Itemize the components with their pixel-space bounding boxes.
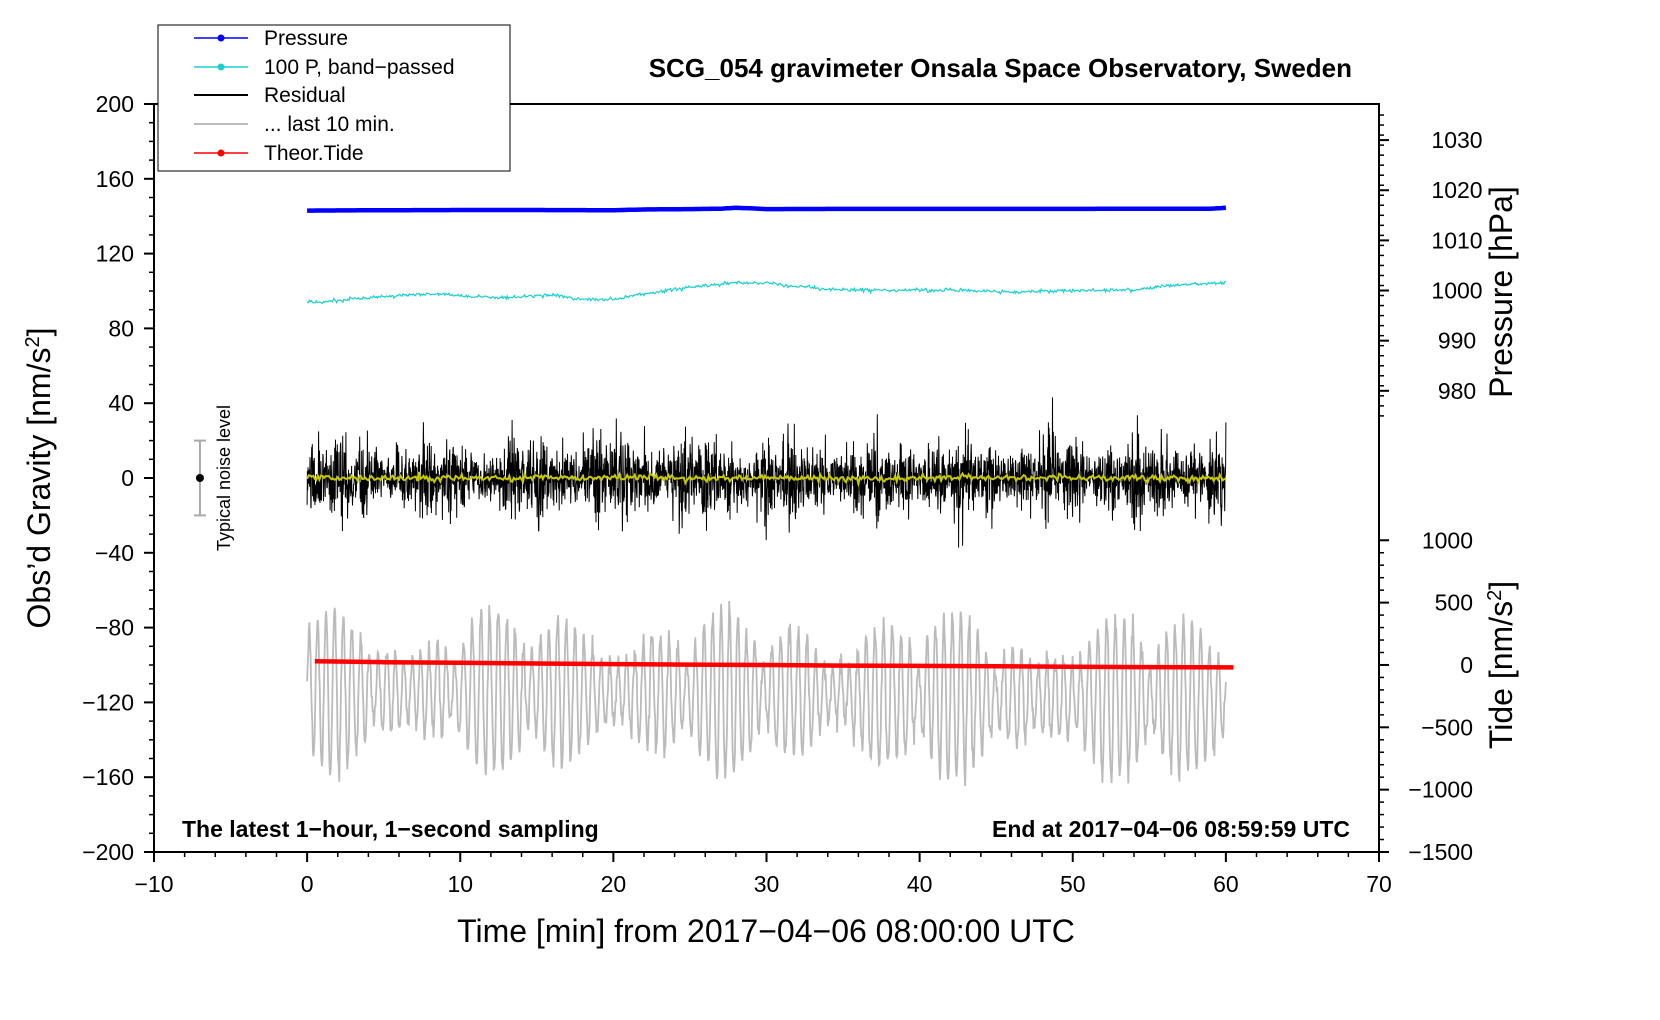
legend-label-residual: Residual <box>264 84 346 107</box>
pressure-tick-label: 980 <box>1438 378 1476 404</box>
tide-axis-title: Tide [nm/s2] <box>1483 581 1519 749</box>
noise-level-bar <box>193 439 206 517</box>
legend-box <box>157 24 511 172</box>
last-10-min-series <box>306 600 1227 787</box>
pressure-tick-label: 1030 <box>1431 127 1482 153</box>
y-tick-label: 40 <box>108 390 134 416</box>
legend-label-last-10-min: ... last 10 min. <box>264 113 395 136</box>
residual-smoothed-line <box>306 470 1227 488</box>
tide-tick-label: 500 <box>1435 590 1473 616</box>
y-tick-label: 160 <box>96 166 134 192</box>
legend-label-band-passed: 100 P, band−passed <box>264 56 455 79</box>
legend: Pressure 100 P, band−passed Residual ...… <box>157 24 511 172</box>
residual-line <box>306 397 1227 548</box>
x-axis-ticks: −10 0 10 20 30 40 50 60 70 <box>134 852 1392 897</box>
pressure-tick-label: 1010 <box>1431 227 1482 253</box>
pressure-tick-label: 990 <box>1438 328 1476 354</box>
x-tick-label: 50 <box>1060 871 1086 897</box>
x-tick-label: 20 <box>601 871 627 897</box>
x-axis-title: Time [min] from 2017−04−06 08:00:00 UTC <box>457 913 1075 949</box>
band-passed-pressure-series <box>306 280 1226 305</box>
legend-entry-tide: Theor.Tide <box>194 142 364 165</box>
theoretical-tide-series <box>314 659 1234 670</box>
x-tick-label: 70 <box>1366 871 1392 897</box>
y-axis-title-left: Obs’d Gravity [nm/s2] <box>21 328 57 629</box>
tide-tick-label: −1000 <box>1408 777 1473 803</box>
y-tick-label: −40 <box>95 540 134 566</box>
y-tick-label: 120 <box>96 241 134 267</box>
x-tick-label: 30 <box>754 871 780 897</box>
tide-line <box>314 659 1234 670</box>
sampling-note: The latest 1−hour, 1−second sampling <box>182 816 599 842</box>
pressure-axis-title: Pressure [hPa] <box>1483 186 1519 398</box>
y-tick-label: 80 <box>108 315 134 341</box>
y-tick-label: −200 <box>82 839 134 865</box>
x-tick-label: −10 <box>134 871 173 897</box>
tide-tick-label: −1500 <box>1408 839 1473 865</box>
legend-marker-pressure <box>217 34 225 42</box>
x-tick-label: 40 <box>907 871 933 897</box>
y-tick-label: −80 <box>95 615 134 641</box>
y-tick-label: −160 <box>82 764 134 790</box>
y-tick-label: 200 <box>96 91 134 117</box>
x-tick-label: 0 <box>301 871 314 897</box>
legend-marker-tide <box>217 149 225 157</box>
noise-bar-dot <box>195 474 204 482</box>
tide-tick-label: 0 <box>1460 652 1473 678</box>
noise-level-label: Typical noise level <box>214 405 234 551</box>
residual-series <box>306 397 1227 548</box>
legend-label-pressure: Pressure <box>264 27 348 50</box>
tide-tick-label: 1000 <box>1422 527 1473 553</box>
x-tick-label: 60 <box>1213 871 1239 897</box>
pressure-line <box>307 205 1226 213</box>
y-tick-label: −120 <box>82 689 134 715</box>
pressure-tick-label: 1020 <box>1431 177 1482 203</box>
residual-smoothed-series <box>306 470 1227 488</box>
legend-label-tide: Theor.Tide <box>264 142 364 165</box>
legend-entry-residual: Residual <box>194 84 346 107</box>
legend-entry-last-10-min: ... last 10 min. <box>194 113 395 136</box>
end-time-note: End at 2017−04−06 08:59:59 UTC <box>992 816 1350 842</box>
band-passed-line <box>306 280 1226 305</box>
last-10-min-line <box>306 600 1227 787</box>
tide-tick-label: −500 <box>1421 714 1473 740</box>
pressure-series <box>307 205 1226 213</box>
x-tick-label: 10 <box>447 871 473 897</box>
y-axis-ticks: −200 −160 −120 −80 −40 0 40 80 120 160 200 <box>82 91 154 865</box>
tide-axis-ticks: −1500 −1000 −500 0 500 1000 <box>1379 527 1473 865</box>
legend-entry-pressure: Pressure <box>194 27 348 50</box>
chart-title: SCG_054 gravimeter Onsala Space Observat… <box>649 53 1352 83</box>
y-tick-label: 0 <box>121 465 134 491</box>
pressure-axis-ticks: 980 990 1000 1010 1020 1030 <box>1379 114 1483 417</box>
legend-entry-band-passed: 100 P, band−passed <box>194 56 455 79</box>
pressure-tick-label: 1000 <box>1431 278 1482 304</box>
legend-marker-band-passed <box>217 63 225 71</box>
